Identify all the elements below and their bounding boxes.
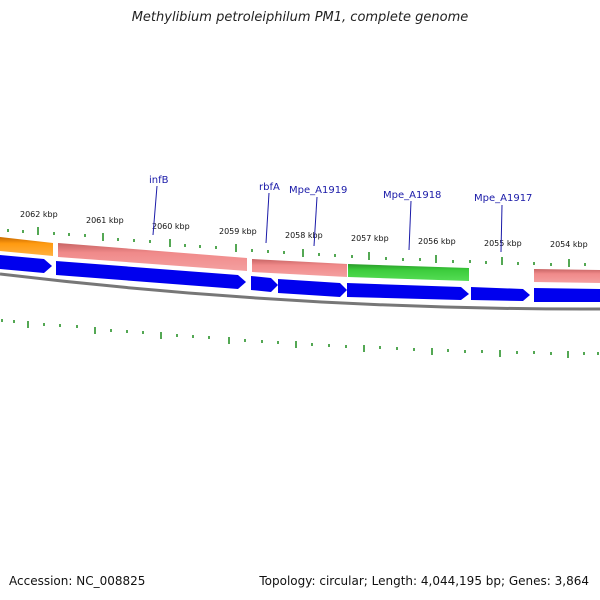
cds-arrow — [278, 279, 347, 297]
scale-label: 2061 kbp — [86, 216, 124, 225]
gene-label-mpe-a1919: Mpe_A1919 — [289, 185, 347, 196]
cds-arrow — [534, 288, 600, 302]
genome-summary-text: Topology: circular; Length: 4,044,195 bp… — [259, 574, 589, 588]
scale-label: 2054 kbp — [550, 240, 588, 249]
gene-label-mpe-a1917: Mpe_A1917 — [474, 193, 532, 204]
outer-tick-ring — [7, 227, 586, 267]
gene-labels: infB rbfA Mpe_A1919 Mpe_A1918 Mpe_A1917 — [149, 175, 532, 204]
gene-label-mpe-a1918: Mpe_A1918 — [383, 190, 441, 201]
genome-backbone — [0, 272, 600, 311]
scale-label: 2060 kbp — [152, 222, 190, 231]
scale-label: 2057 kbp — [351, 234, 389, 243]
feature-pink-3 — [534, 269, 600, 283]
feature-pink-1 — [58, 243, 247, 271]
cds-arrow — [347, 283, 469, 300]
scale-label: 2059 kbp — [219, 227, 257, 236]
accession-text: Accession: NC_008825 — [9, 574, 146, 588]
scale-label: 2058 kbp — [285, 231, 323, 240]
cds-arrow — [56, 261, 246, 289]
gene-leader-lines — [152, 185, 503, 253]
scale-label: 2055 kbp — [484, 239, 522, 248]
feature-band — [0, 237, 600, 283]
map-title: Methylibium petroleiphilum PM1, complete… — [131, 10, 469, 25]
scale-labels: 2062 kbp 2061 kbp 2060 kbp 2059 kbp 2058… — [20, 210, 588, 249]
inner-tick-ring — [1, 319, 599, 358]
cds-arrow — [251, 276, 278, 292]
scale-label: 2056 kbp — [418, 237, 456, 246]
gene-label-infb: infB — [149, 175, 169, 186]
feature-pink-2 — [252, 259, 347, 277]
gene-label-rbfa: rbfA — [259, 182, 280, 193]
cds-arrow — [0, 255, 52, 273]
feature-green — [348, 264, 469, 281]
scale-label: 2062 kbp — [20, 210, 58, 219]
feature-orange — [0, 237, 53, 256]
cds-arrow — [471, 287, 530, 301]
cds-track — [0, 255, 600, 302]
